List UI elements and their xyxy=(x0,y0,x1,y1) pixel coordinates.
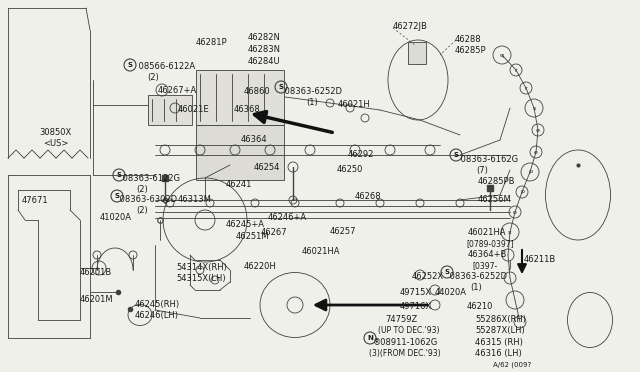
Text: 46267+A: 46267+A xyxy=(158,86,197,95)
Text: 46245(RH): 46245(RH) xyxy=(135,300,180,309)
Text: 08363-6302D: 08363-6302D xyxy=(117,195,177,204)
Text: p: p xyxy=(528,170,532,174)
Text: 46256M: 46256M xyxy=(478,195,512,204)
Text: (1): (1) xyxy=(306,98,317,107)
Text: 46292: 46292 xyxy=(348,150,374,159)
Text: 74759Z: 74759Z xyxy=(385,315,417,324)
Text: 46364: 46364 xyxy=(241,135,268,144)
Text: 46368: 46368 xyxy=(234,105,260,114)
Text: N: N xyxy=(367,335,373,341)
Text: 46285PB: 46285PB xyxy=(478,177,515,186)
Text: 46284U: 46284U xyxy=(248,57,280,66)
Text: S: S xyxy=(445,269,449,275)
Text: r: r xyxy=(525,86,527,90)
Text: 46282N: 46282N xyxy=(248,33,281,42)
Text: 46021HA: 46021HA xyxy=(302,247,340,256)
Text: (2): (2) xyxy=(147,73,159,82)
Text: o: o xyxy=(513,209,517,215)
Text: 54315X(LH): 54315X(LH) xyxy=(176,274,226,283)
Text: 46254: 46254 xyxy=(254,163,280,172)
Text: 46252X: 46252X xyxy=(412,272,444,281)
Text: 46021E: 46021E xyxy=(178,105,210,114)
Text: 49716X: 49716X xyxy=(400,302,432,311)
Text: 55287X(LH): 55287X(LH) xyxy=(475,326,525,335)
Text: 46201M: 46201M xyxy=(80,295,114,304)
Bar xyxy=(408,42,426,64)
Text: 46241: 46241 xyxy=(226,180,252,189)
Text: (2): (2) xyxy=(136,206,148,215)
Text: s: s xyxy=(532,106,536,110)
Text: 46210: 46210 xyxy=(467,302,493,311)
Text: 46316 (LH): 46316 (LH) xyxy=(475,349,522,358)
Text: 46364+B: 46364+B xyxy=(468,250,508,259)
Text: 46288: 46288 xyxy=(455,35,482,44)
Text: q: q xyxy=(500,52,504,58)
Text: p: p xyxy=(520,189,524,195)
Text: 46246(LH): 46246(LH) xyxy=(135,311,179,320)
Bar xyxy=(196,125,284,180)
Text: 55286X(RH): 55286X(RH) xyxy=(475,315,526,324)
Text: [0789-0397]: [0789-0397] xyxy=(466,239,514,248)
Text: 08363-6252D: 08363-6252D xyxy=(447,272,507,281)
Bar xyxy=(148,95,192,125)
Text: 46211B: 46211B xyxy=(524,255,556,264)
Text: (2): (2) xyxy=(136,185,148,194)
Text: 46201B: 46201B xyxy=(80,268,112,277)
Text: 46272JB: 46272JB xyxy=(393,22,428,31)
Text: 46257: 46257 xyxy=(330,227,356,236)
Text: <US>: <US> xyxy=(43,139,68,148)
Text: S: S xyxy=(278,84,284,90)
Text: 46281P: 46281P xyxy=(196,38,228,47)
Text: 08363-6252D: 08363-6252D xyxy=(282,87,342,96)
Text: 46315 (RH): 46315 (RH) xyxy=(475,338,523,347)
Text: 46220H: 46220H xyxy=(244,262,276,271)
Text: 46268: 46268 xyxy=(355,192,381,201)
Text: S: S xyxy=(116,172,122,178)
Text: 30850X: 30850X xyxy=(39,128,71,137)
Text: 49715X: 49715X xyxy=(400,288,432,297)
Text: (7): (7) xyxy=(476,166,488,175)
Text: (3)(FROM DEC.'93): (3)(FROM DEC.'93) xyxy=(369,349,440,358)
Text: (UP TO DEC.'93): (UP TO DEC.'93) xyxy=(378,326,440,335)
Text: 46246+A: 46246+A xyxy=(268,213,307,222)
Text: 46251M: 46251M xyxy=(236,232,269,241)
Text: 08363-6162G: 08363-6162G xyxy=(458,155,518,164)
Text: 46285P: 46285P xyxy=(455,46,486,55)
Text: A/62 (009?: A/62 (009? xyxy=(493,362,531,369)
Text: 46313M: 46313M xyxy=(178,195,212,204)
Text: [0397-: [0397- xyxy=(472,261,497,270)
Text: (1): (1) xyxy=(470,283,482,292)
Text: S: S xyxy=(115,193,120,199)
Text: 41020A: 41020A xyxy=(100,213,132,222)
Text: x: x xyxy=(508,230,512,234)
Text: J: J xyxy=(508,261,511,270)
Text: 44020A: 44020A xyxy=(435,288,467,297)
Text: r: r xyxy=(515,67,517,73)
Bar xyxy=(196,70,284,125)
Text: ®08911-1062G: ®08911-1062G xyxy=(373,338,438,347)
Text: e: e xyxy=(536,128,540,132)
Text: 47671: 47671 xyxy=(22,196,49,205)
Text: 08566-6122A: 08566-6122A xyxy=(136,62,195,71)
Text: 46283N: 46283N xyxy=(248,45,281,54)
Text: 46021HA: 46021HA xyxy=(468,228,506,237)
Text: 54314X(RH): 54314X(RH) xyxy=(176,263,227,272)
Text: 46250: 46250 xyxy=(337,165,364,174)
Text: S: S xyxy=(454,152,458,158)
Text: S: S xyxy=(127,62,132,68)
Text: 46245+A: 46245+A xyxy=(226,220,265,229)
Text: 46021H: 46021H xyxy=(338,100,371,109)
Text: 08363-6122G: 08363-6122G xyxy=(120,174,180,183)
Text: 46860: 46860 xyxy=(244,87,271,96)
Text: e: e xyxy=(534,150,538,154)
Text: 46267: 46267 xyxy=(261,228,287,237)
